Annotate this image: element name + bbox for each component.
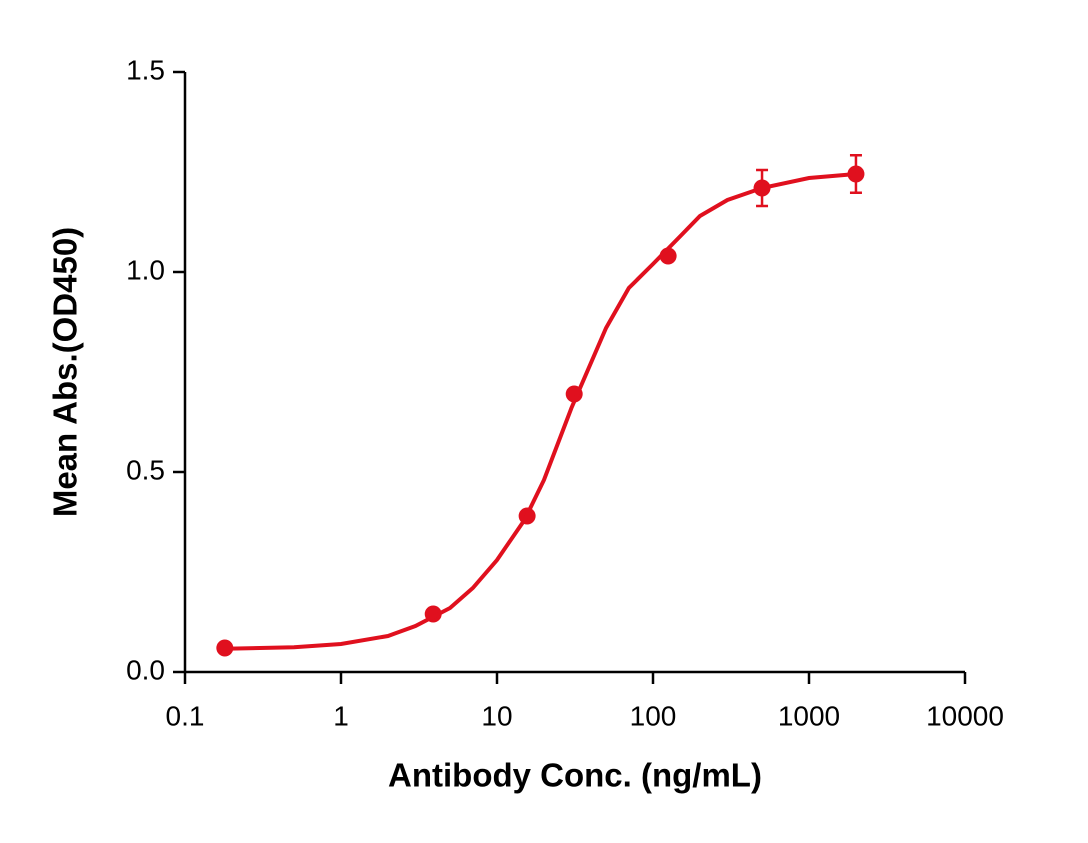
x-tick-label: 10 <box>481 700 512 731</box>
y-tick-label: 1.5 <box>126 54 165 85</box>
y-tick-label: 0.0 <box>126 654 165 685</box>
y-axis-title: Mean Abs.(OD450) <box>47 227 84 517</box>
x-tick-label: 100 <box>630 700 677 731</box>
x-tick-label: 1000 <box>778 700 840 731</box>
x-tick-label: 10000 <box>926 700 1004 731</box>
y-tick-label: 1.0 <box>126 254 165 285</box>
x-axis-title: Antibody Conc. (ng/mL) <box>388 757 762 794</box>
fit-curve <box>224 172 857 651</box>
x-tick-label: 1 <box>333 700 349 731</box>
y-tick-label: 0.5 <box>126 454 165 485</box>
x-tick-label: 0.1 <box>166 700 205 731</box>
